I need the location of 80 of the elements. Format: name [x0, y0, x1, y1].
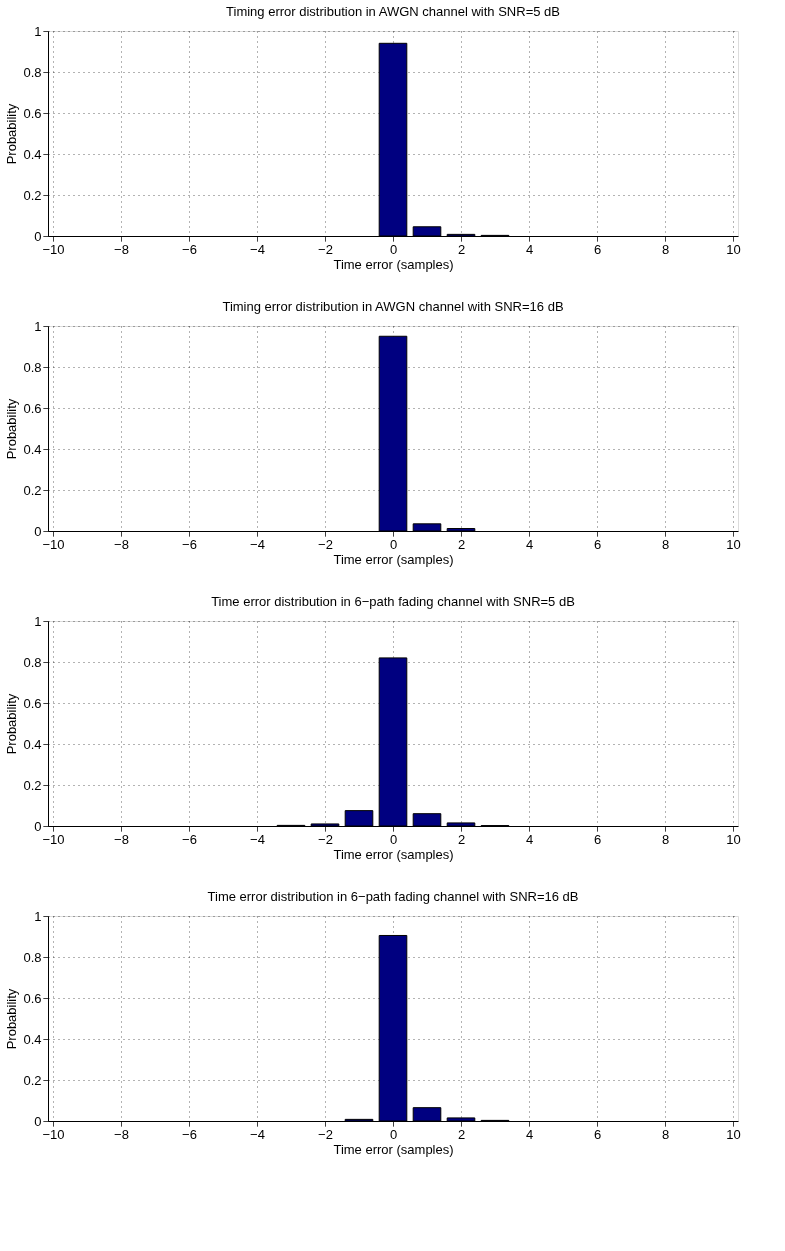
x-tick-label: −10: [42, 536, 65, 552]
x-tick-label: 8: [661, 536, 670, 552]
y-axis-title: Probability: [4, 398, 20, 460]
x-tick-label: −2: [318, 831, 333, 847]
x-tick-label: −6: [182, 831, 197, 847]
x-tick-label: −6: [182, 241, 197, 257]
x-tick-label: −4: [250, 1126, 265, 1142]
x-tick-label: −8: [114, 241, 129, 257]
x-tick-label: 8: [661, 241, 670, 257]
x-tick-label: 4: [525, 1126, 534, 1142]
y-tick-label: 0.6: [23, 400, 42, 416]
x-tick-label: −8: [114, 536, 129, 552]
x-axis-title: Time error (samples): [333, 846, 454, 862]
x-tick-label: 4: [525, 831, 534, 847]
x-tick-label: 4: [525, 536, 534, 552]
y-tick-label: 0.4: [23, 1031, 42, 1047]
y-tick-label: 0.8: [23, 359, 42, 375]
y-tick-label: 0.2: [23, 482, 42, 498]
x-tick-label: 0: [389, 241, 398, 257]
y-tick-label: 0.6: [23, 105, 42, 121]
y-tick-label: 1: [34, 613, 42, 629]
y-tick-label: 0: [34, 228, 42, 244]
x-tick-label: 10: [726, 831, 741, 847]
x-tick-label: −10: [42, 1126, 65, 1142]
x-tick-label: −10: [42, 241, 65, 257]
x-tick-label: 10: [726, 1126, 741, 1142]
y-tick-label: 0.2: [23, 187, 42, 203]
x-tick-label: −8: [114, 1126, 129, 1142]
y-tick-label: 0.6: [23, 695, 42, 711]
x-tick-label: −2: [318, 536, 333, 552]
chart-title: Time error distribution in 6−path fading channel with SNR=16 dB: [207, 889, 579, 904]
x-tick-label: 8: [661, 831, 670, 847]
x-tick-label: 0: [389, 831, 398, 847]
y-axis-title: Probability: [4, 693, 20, 755]
y-tick-label: 0.8: [23, 654, 42, 670]
x-tick-label: 2: [457, 831, 466, 847]
x-tick-label: 6: [593, 536, 602, 552]
y-tick-label: 1: [34, 23, 42, 39]
x-tick-label: 10: [726, 536, 741, 552]
x-tick-label: −4: [250, 536, 265, 552]
y-tick-label: 1: [34, 318, 42, 334]
y-tick-label: 0.2: [23, 1072, 42, 1088]
y-tick-label: 0: [34, 1113, 42, 1129]
y-tick-label: 0.2: [23, 777, 42, 793]
y-tick-label: 1: [34, 908, 42, 924]
y-axis-title: Probability: [4, 103, 20, 165]
y-tick-label: 0.6: [23, 990, 42, 1006]
x-tick-label: −4: [250, 241, 265, 257]
chart-title: Time error distribution in 6−path fading channel with SNR=5 dB: [211, 594, 575, 609]
y-tick-label: 0: [34, 818, 42, 834]
y-tick-label: 0.4: [23, 441, 42, 457]
y-tick-label: 0.8: [23, 64, 42, 80]
x-tick-label: 0: [389, 536, 398, 552]
x-tick-label: −6: [182, 536, 197, 552]
y-tick-label: 0.8: [23, 949, 42, 965]
x-tick-label: 4: [525, 241, 534, 257]
x-tick-label: −2: [318, 1126, 333, 1142]
chart-title: Timing error distribution in AWGN channel with SNR=5 dB: [226, 4, 560, 19]
chart-title: Timing error distribution in AWGN channel with SNR=16 dB: [222, 299, 564, 314]
x-tick-label: −4: [250, 831, 265, 847]
x-tick-label: 2: [457, 536, 466, 552]
y-axis-title: Probability: [4, 988, 20, 1050]
x-tick-label: −2: [318, 241, 333, 257]
x-tick-label: 6: [593, 1126, 602, 1142]
x-tick-label: −10: [42, 831, 65, 847]
x-axis-title: Time error (samples): [333, 256, 454, 272]
x-tick-label: −8: [114, 831, 129, 847]
x-axis-title: Time error (samples): [333, 551, 454, 567]
y-tick-label: 0: [34, 523, 42, 539]
x-tick-label: 6: [593, 241, 602, 257]
x-tick-label: 8: [661, 1126, 670, 1142]
x-tick-label: −6: [182, 1126, 197, 1142]
x-tick-label: 0: [389, 1126, 398, 1142]
x-tick-label: 2: [457, 1126, 466, 1142]
x-tick-label: 6: [593, 831, 602, 847]
x-tick-label: 2: [457, 241, 466, 257]
y-tick-label: 0.4: [23, 736, 42, 752]
y-tick-label: 0.4: [23, 146, 42, 162]
x-tick-label: 10: [726, 241, 741, 257]
x-axis-title: Time error (samples): [333, 1141, 454, 1157]
